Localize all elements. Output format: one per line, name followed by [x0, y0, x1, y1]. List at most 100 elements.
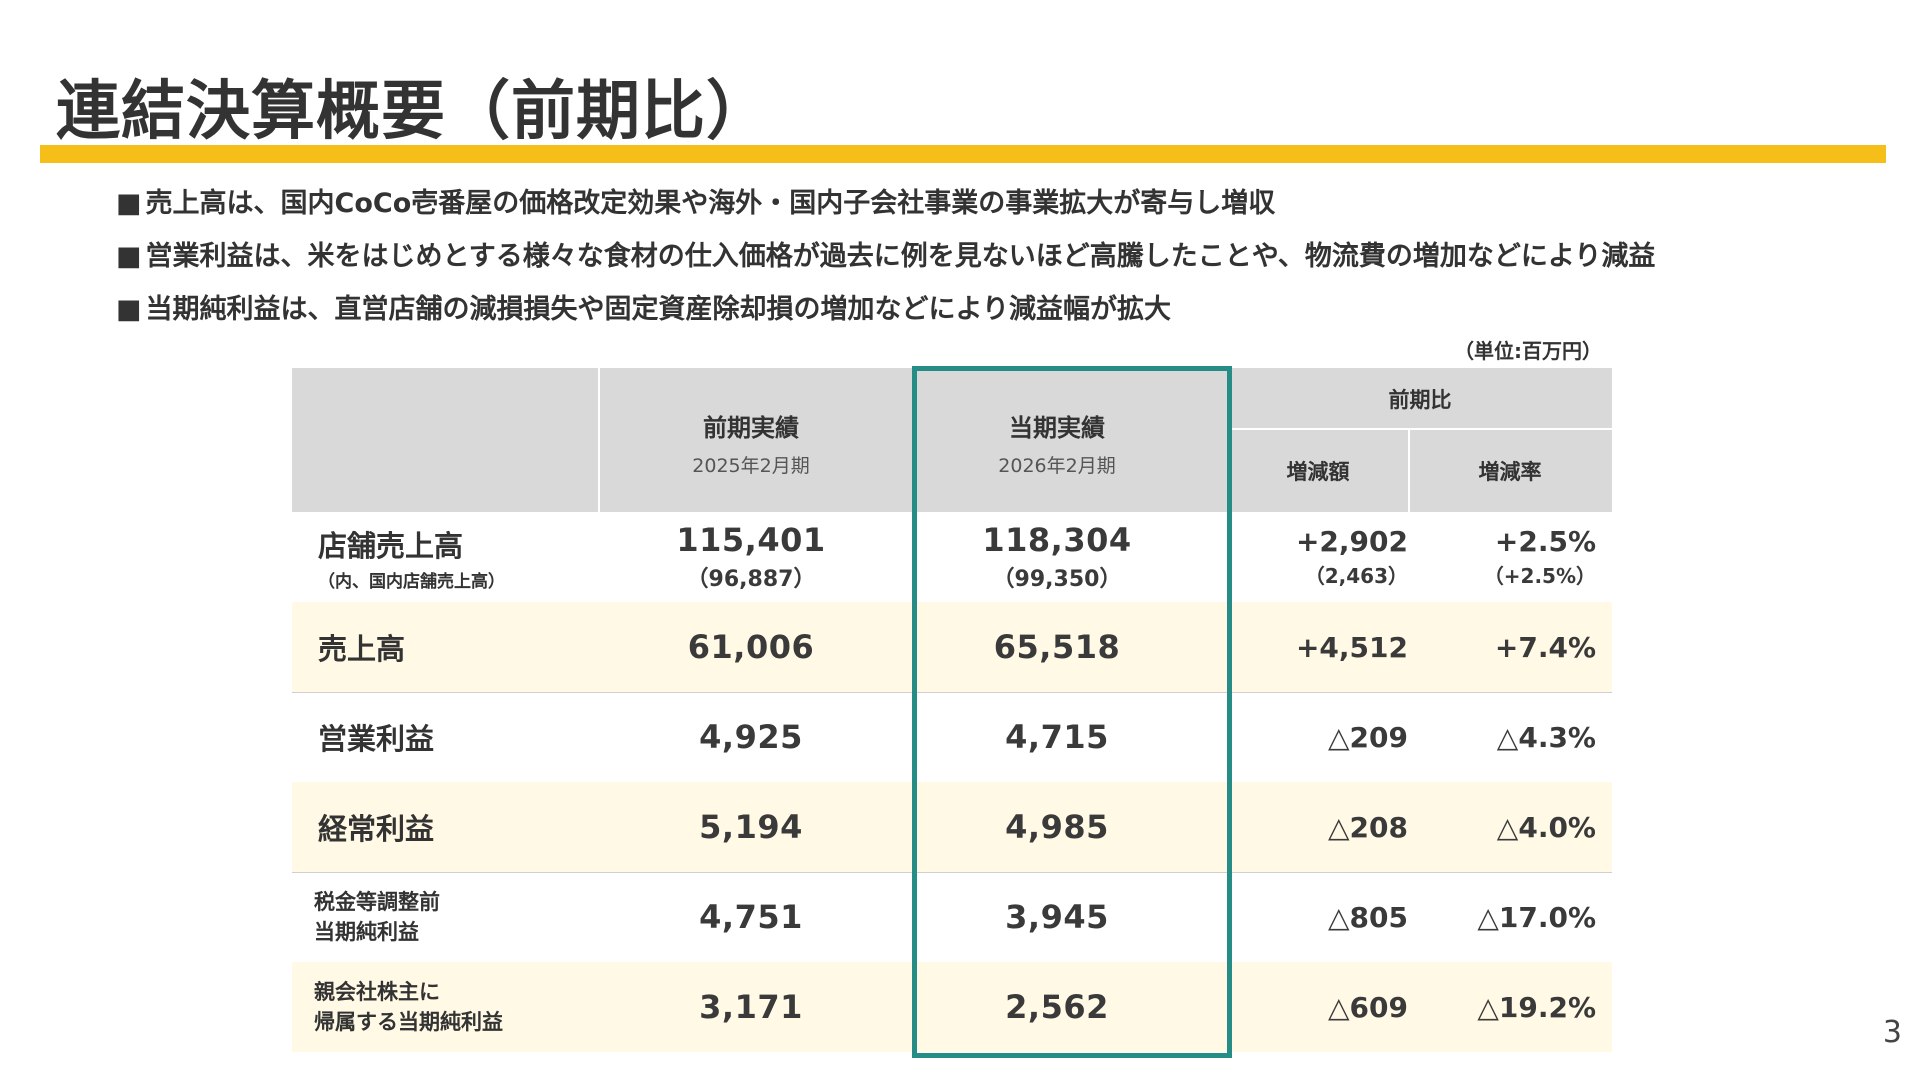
header-prev-period: 2025年2月期 — [692, 455, 810, 477]
summary-bullets: ■ 売上高は、国内CoCo壱番屋の価格改定効果や海外・国内子会社事業の事業拡大が寄… — [116, 184, 1655, 343]
rate-value: △4.3% — [1496, 720, 1596, 754]
prev-cell: 115,401 （96,887） — [598, 512, 904, 602]
prev-value: 115,401 — [676, 521, 826, 559]
curr-value: 4,985 — [1005, 808, 1109, 846]
prev-value: 3,171 — [699, 988, 803, 1026]
prev-cell: 4,925 — [598, 692, 904, 782]
row-label-cell: 経常利益 — [318, 782, 598, 872]
diff-value: △609 — [1328, 990, 1408, 1024]
diff-value: △208 — [1328, 810, 1408, 844]
row-label-line2: 当期純利益 — [314, 920, 419, 944]
diff-cell: △208 — [1228, 782, 1408, 872]
row-label-cell: 税金等調整前 当期純利益 — [314, 872, 594, 962]
prev-sub-value: （96,887） — [686, 567, 816, 592]
diff-cell: △609 — [1228, 962, 1408, 1052]
rate-sub-value: （+2.5%） — [1483, 564, 1596, 588]
header-curr: 当期実績 2026年2月期 — [904, 408, 1210, 478]
curr-value: 2,562 — [1005, 988, 1109, 1026]
unit-label: （単位:百万円） — [1454, 339, 1602, 363]
header-divider — [1408, 428, 1410, 512]
bullet-square-icon: ■ — [116, 294, 142, 325]
prev-value: 4,925 — [699, 718, 803, 756]
header-rate-title: 増減率 — [1478, 460, 1542, 484]
rate-value: △19.2% — [1477, 990, 1596, 1024]
rate-cell: △19.2% — [1408, 962, 1596, 1052]
row-label-line1: 税金等調整前 — [314, 890, 440, 914]
diff-cell: △209 — [1228, 692, 1408, 782]
diff-value: +2,902 — [1295, 525, 1408, 558]
diff-cell: +2,902 （2,463） — [1228, 512, 1408, 602]
diff-cell: +4,512 — [1228, 602, 1408, 692]
rate-cell: +7.4% — [1408, 602, 1596, 692]
row-label: 売上高 — [318, 632, 406, 666]
rate-value: △17.0% — [1477, 900, 1596, 934]
curr-value: 4,715 — [1005, 718, 1109, 756]
bullet-text: 営業利益は、米をはじめとする様々な食材の仕入価格が過去に例を見ないほど高騰したこ… — [145, 241, 1656, 272]
curr-cell: 4,715 — [904, 692, 1210, 782]
rate-cell: △4.3% — [1408, 692, 1596, 782]
prev-cell: 5,194 — [598, 782, 904, 872]
row-label: 経常利益 — [318, 812, 435, 846]
header-diff-title: 増減額 — [1286, 460, 1350, 484]
table-row: 税金等調整前 当期純利益 4,751 3,945 △805 △17.0% — [292, 872, 1612, 963]
header-curr-title: 当期実績 — [1009, 414, 1105, 442]
row-label: 営業利益 — [318, 722, 435, 756]
rate-cell: △17.0% — [1408, 872, 1596, 962]
curr-cell: 65,518 — [904, 602, 1210, 692]
prev-value: 61,006 — [687, 628, 815, 666]
rate-value: △4.0% — [1496, 810, 1596, 844]
diff-cell: △805 — [1228, 872, 1408, 962]
table-row: 経常利益 5,194 4,985 △208 △4.0% — [292, 782, 1612, 873]
header-divider — [1228, 428, 1612, 430]
prev-value: 5,194 — [699, 808, 803, 846]
bullet-square-icon: ■ — [116, 188, 142, 219]
row-label-note: （内、国内店舗売上高） — [318, 571, 505, 592]
header-prev: 前期実績 2025年2月期 — [598, 408, 904, 478]
row-label-cell: 親会社株主に 帰属する当期純利益 — [314, 962, 594, 1052]
curr-sub-value: （99,350） — [992, 567, 1122, 592]
row-label-line2: 帰属する当期純利益 — [314, 1010, 503, 1034]
bullet-square-icon: ■ — [116, 241, 142, 272]
curr-cell: 3,945 — [904, 872, 1210, 962]
row-label-cell: 営業利益 — [318, 692, 598, 782]
table-header: 前期実績 2025年2月期 当期実績 2026年2月期 前期比 増減額 増減率 — [292, 368, 1612, 512]
row-label-cell: 店舗売上高 （内、国内店舗売上高） — [318, 512, 598, 602]
page-title: 連結決算概要（前期比） — [56, 75, 771, 149]
curr-value: 65,518 — [993, 628, 1121, 666]
table-row: 売上高 61,006 65,518 +4,512 +7.4% — [292, 602, 1612, 693]
curr-cell: 2,562 — [904, 962, 1210, 1052]
header-compare-title: 前期比 — [1388, 388, 1452, 412]
header-curr-period: 2026年2月期 — [998, 455, 1116, 477]
table-row: 営業利益 4,925 4,715 △209 △4.3% — [292, 692, 1612, 783]
table-row: 親会社株主に 帰属する当期純利益 3,171 2,562 △609 △19.2% — [292, 962, 1612, 1052]
rate-value: +7.4% — [1494, 630, 1596, 664]
title-accent-bar — [40, 145, 1886, 163]
diff-value: +4,512 — [1295, 630, 1408, 664]
row-label-line1: 親会社株主に — [314, 980, 440, 1004]
page-number: 3 — [1882, 1015, 1902, 1050]
rate-cell: +2.5% （+2.5%） — [1408, 512, 1596, 602]
diff-value: △805 — [1328, 900, 1408, 934]
row-label: 店舗売上高 — [318, 528, 464, 563]
rate-cell: △4.0% — [1408, 782, 1596, 872]
prev-value: 4,751 — [699, 898, 803, 936]
header-divider — [598, 368, 600, 512]
table-row: 店舗売上高 （内、国内店舗売上高） 115,401 （96,887） 118,3… — [292, 512, 1612, 603]
rate-value: +2.5% — [1494, 525, 1596, 558]
curr-value: 3,945 — [1005, 898, 1109, 936]
bullet-item: ■ 売上高は、国内CoCo壱番屋の価格改定効果や海外・国内子会社事業の事業拡大が寄… — [116, 184, 1655, 237]
bullet-item: ■ 営業利益は、米をはじめとする様々な食材の仕入価格が過去に例を見ないほど高騰した… — [116, 237, 1655, 290]
prev-cell: 4,751 — [598, 872, 904, 962]
prev-cell: 3,171 — [598, 962, 904, 1052]
bullet-item: ■ 当期純利益は、直営店舗の減損損失や固定資産除却損の増加などにより減益幅が拡大 — [116, 290, 1655, 343]
curr-cell: 118,304 （99,350） — [904, 512, 1210, 602]
bullet-text: 当期純利益は、直営店舗の減損損失や固定資産除却損の増加などにより減益幅が拡大 — [145, 294, 1171, 325]
curr-value: 118,304 — [982, 521, 1132, 559]
curr-cell: 4,985 — [904, 782, 1210, 872]
prev-cell: 61,006 — [598, 602, 904, 692]
bullet-text: 売上高は、国内CoCo壱番屋の価格改定効果や海外・国内子会社事業の事業拡大が寄与… — [145, 188, 1276, 219]
diff-value: △209 — [1328, 720, 1408, 754]
header-prev-title: 前期実績 — [703, 414, 799, 442]
diff-sub-value: （2,463） — [1304, 564, 1408, 588]
row-label-cell: 売上高 — [318, 602, 598, 692]
